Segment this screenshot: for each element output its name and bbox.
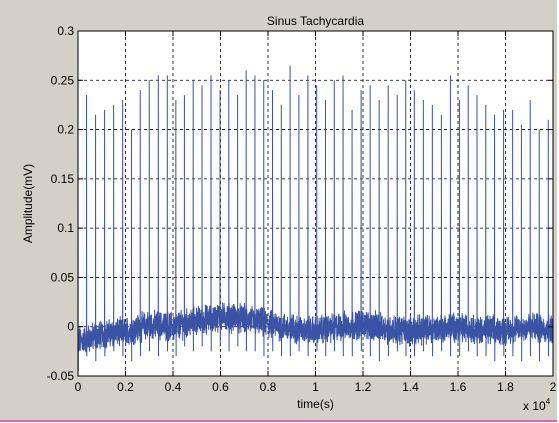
x-axis-label: time(s) <box>297 397 334 411</box>
x-tick-label: 0 <box>75 380 82 394</box>
x-tick-label: 1.6 <box>450 380 467 394</box>
y-tick-label: 0.2 <box>57 123 74 137</box>
x-tick-label: 1.8 <box>497 380 514 394</box>
y-axis-label: Amplitude(mV) <box>21 164 35 243</box>
y-tick-label: 0.25 <box>51 73 75 87</box>
x-axis-multiplier-base: x 10 <box>523 399 546 413</box>
y-tick-label: 0.3 <box>57 24 74 38</box>
ticks: 0 0.2 0.4 0.6 0.8 1 1.2 1.4 1.6 1.8 2-0.0500.050.1… <box>47 24 557 394</box>
x-tick-label: 2 <box>550 380 557 394</box>
chart-title: Sinus Tachycardia <box>267 14 364 28</box>
y-tick-label: 0.15 <box>51 172 75 186</box>
x-axis-multiplier-exponent: 4 <box>546 397 551 406</box>
x-tick-label: 0.4 <box>165 380 182 394</box>
x-tick-label: 1.4 <box>402 380 419 394</box>
x-tick-label: 0.8 <box>260 380 277 394</box>
series-layer <box>77 65 554 372</box>
y-tick-label: -0.05 <box>47 369 75 383</box>
y-tick-label: 0 <box>67 320 74 334</box>
ecg-signal-line <box>77 65 554 372</box>
x-tick-label: 0.2 <box>117 380 134 394</box>
x-tick-label: 0.6 <box>212 380 229 394</box>
x-tick-label: 1 <box>312 380 319 394</box>
y-tick-label: 0.1 <box>57 221 74 235</box>
y-tick-label: 0.05 <box>51 270 75 284</box>
x-axis-multiplier: x 104 <box>523 397 551 413</box>
x-tick-label: 1.2 <box>355 380 372 394</box>
